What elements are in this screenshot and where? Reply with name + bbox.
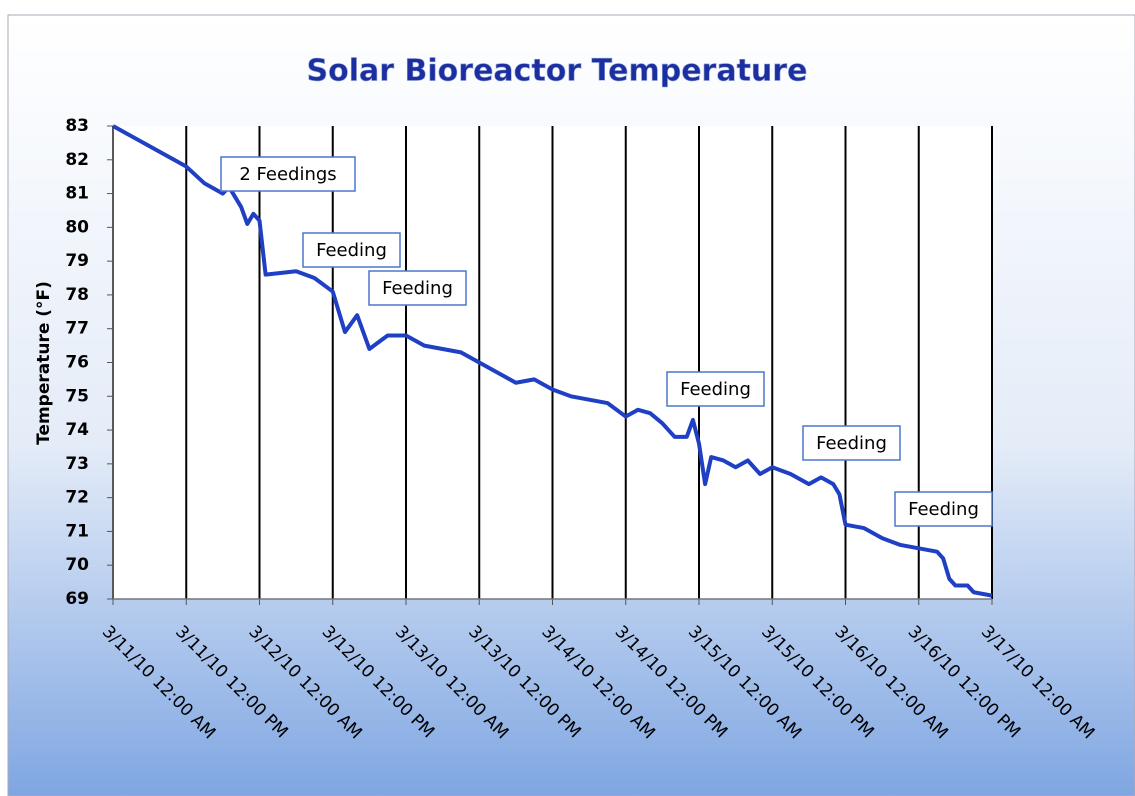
annotation-box: [894, 491, 993, 527]
y-tick-label: 69: [65, 589, 89, 609]
y-axis-label: Temperature (°F): [34, 281, 54, 445]
y-tick-label: 79: [65, 251, 89, 271]
annotation-box: [666, 371, 765, 407]
annotation: Feeding: [382, 278, 453, 299]
annotation-box: [802, 425, 901, 461]
y-tick-label: 80: [65, 217, 89, 237]
y-tick-label: 78: [65, 285, 89, 305]
annotation: Feeding: [680, 379, 751, 400]
y-tick-label: 72: [65, 488, 89, 508]
annotation-box: [220, 156, 356, 192]
annotation: Feeding: [316, 240, 387, 261]
y-tick-label: 74: [65, 420, 89, 440]
y-tick-label: 76: [65, 353, 89, 373]
annotation: 2 Feedings: [239, 164, 336, 185]
y-tick-label: 83: [65, 116, 89, 136]
y-tick-label: 75: [65, 386, 89, 406]
y-tick-label: 81: [65, 184, 89, 204]
annotation: Feeding: [816, 433, 887, 454]
y-tick-label: 71: [65, 521, 89, 541]
y-tick-label: 73: [65, 454, 89, 474]
y-tick-label: 70: [65, 555, 89, 575]
annotation: Feeding: [908, 499, 979, 520]
chart-title: Solar Bioreactor Temperature: [307, 54, 808, 89]
data-line: [112, 124, 993, 598]
annotation-box: [302, 232, 401, 268]
y-tick-label: 82: [65, 150, 89, 170]
y-tick-label: 77: [65, 319, 89, 339]
annotation-box: [368, 270, 467, 306]
